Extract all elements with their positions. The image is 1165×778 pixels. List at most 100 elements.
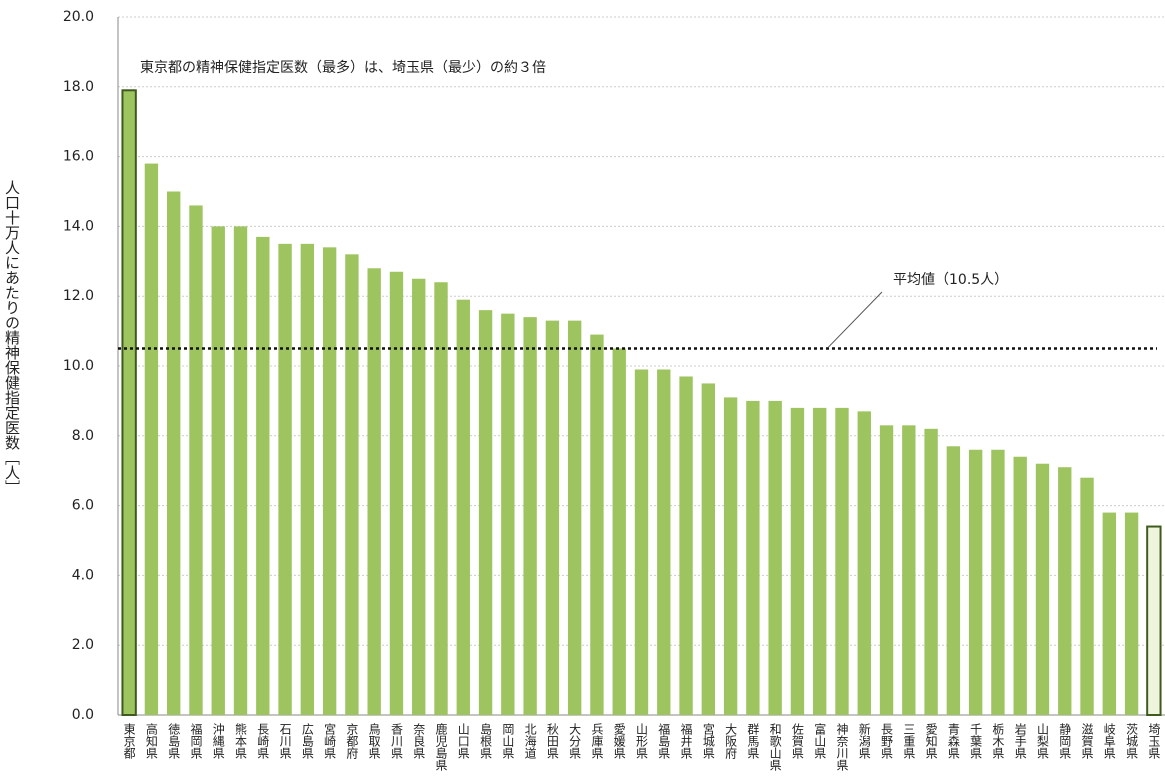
x-tick-label: 徳島県 bbox=[167, 722, 181, 759]
bar bbox=[1035, 463, 1050, 715]
bar bbox=[501, 313, 515, 715]
bar bbox=[768, 400, 782, 715]
bar bbox=[701, 383, 716, 715]
y-tick-label: 4.0 bbox=[72, 567, 94, 583]
bar bbox=[679, 376, 693, 715]
y-tick-label: 16.0 bbox=[63, 149, 94, 165]
x-tick-label: 沖縄県 bbox=[211, 723, 225, 759]
bar bbox=[968, 449, 983, 715]
x-tick-label: 京都府 bbox=[345, 723, 359, 759]
x-tick-label: 富山県 bbox=[813, 722, 827, 759]
annotation: 東京都の精神保健指定医数（最多）は、埼玉県（最少）の約３倍 bbox=[140, 59, 546, 76]
bar bbox=[879, 425, 894, 715]
x-tick-label: 新潟県 bbox=[857, 722, 871, 759]
bar bbox=[434, 282, 448, 715]
x-tick-label: 山梨県 bbox=[1035, 723, 1049, 759]
x-tick-label: 福岡県 bbox=[189, 722, 203, 759]
y-tick-label: 6.0 bbox=[72, 498, 94, 514]
bar bbox=[389, 271, 404, 715]
bar bbox=[1058, 467, 1072, 715]
y-tick-label: 14.0 bbox=[63, 218, 94, 234]
bar bbox=[723, 397, 738, 715]
bar bbox=[545, 320, 560, 715]
bar bbox=[790, 407, 805, 715]
bar bbox=[121, 89, 137, 717]
x-tick-label: 和歌山県 bbox=[768, 723, 782, 771]
x-tick-label: 宮城県 bbox=[701, 722, 715, 759]
bar bbox=[478, 310, 493, 715]
x-tick-label: 栃木県 bbox=[991, 723, 1005, 759]
bar bbox=[300, 243, 315, 715]
x-tick-label: 山形県 bbox=[635, 723, 649, 759]
x-tick-label: 茨城県 bbox=[1125, 723, 1139, 759]
bar bbox=[211, 226, 225, 715]
x-tick-label: 高知県 bbox=[144, 722, 158, 759]
x-tick-label: 長崎県 bbox=[256, 723, 270, 759]
x-tick-label: 東京都 bbox=[122, 723, 136, 759]
x-tick-label: 熊本県 bbox=[234, 722, 248, 759]
x-tick-label: 奈良県 bbox=[412, 723, 426, 759]
bar bbox=[902, 425, 916, 715]
bar bbox=[523, 317, 537, 715]
bar bbox=[345, 254, 359, 715]
bar bbox=[991, 449, 1005, 715]
y-tick-label: 18.0 bbox=[63, 79, 94, 95]
x-tick-label: 佐賀県 bbox=[790, 723, 804, 759]
x-tick-label: 岐阜県 bbox=[1102, 723, 1116, 759]
x-tick-label: 宮崎県 bbox=[323, 722, 337, 759]
bar bbox=[1080, 477, 1094, 715]
bar bbox=[1146, 525, 1162, 716]
x-tick-label: 石川県 bbox=[278, 723, 292, 759]
x-tick-label: 千葉県 bbox=[969, 723, 983, 759]
x-tick-label: 愛知県 bbox=[924, 723, 938, 759]
x-tick-label: 大阪府 bbox=[724, 723, 738, 759]
x-tick-label: 大分県 bbox=[568, 723, 582, 759]
x-tick-label: 神奈川県 bbox=[835, 723, 849, 771]
x-tick-label: 静岡県 bbox=[1058, 723, 1072, 759]
bar bbox=[189, 205, 203, 715]
x-tick-label: 香川県 bbox=[389, 723, 403, 759]
bar bbox=[412, 278, 426, 715]
x-tick-label: 岩手県 bbox=[1013, 722, 1027, 759]
y-tick-label: 20.0 bbox=[63, 9, 94, 25]
bar bbox=[634, 369, 649, 715]
x-tick-label: 鳥取県 bbox=[367, 722, 381, 759]
bar bbox=[278, 243, 292, 715]
x-tick-label: 埼玉県 bbox=[1147, 723, 1161, 759]
x-tick-label: 滋賀県 bbox=[1080, 723, 1094, 759]
x-tick-label: 北海道 bbox=[523, 723, 537, 759]
x-tick-label: 島根県 bbox=[479, 722, 493, 759]
bar bbox=[1124, 512, 1139, 715]
bar bbox=[813, 407, 827, 715]
bar bbox=[233, 226, 248, 715]
bar bbox=[1102, 512, 1116, 715]
x-tick-label: 長野県 bbox=[880, 723, 894, 759]
y-tick-label: 12.0 bbox=[63, 288, 94, 304]
x-tick-label: 兵庫県 bbox=[590, 723, 604, 759]
y-tick-label: 10.0 bbox=[63, 358, 94, 374]
x-tick-label: 岡山県 bbox=[501, 723, 515, 759]
bar bbox=[456, 299, 470, 715]
bar bbox=[1013, 456, 1027, 715]
bar bbox=[256, 236, 270, 715]
x-tick-label: 福井県 bbox=[679, 722, 693, 759]
bar bbox=[322, 247, 337, 715]
bar bbox=[144, 163, 159, 715]
bar bbox=[857, 411, 871, 715]
bar bbox=[746, 400, 760, 715]
x-tick-label: 愛媛県 bbox=[612, 723, 626, 759]
bar bbox=[835, 407, 849, 715]
bar bbox=[924, 428, 938, 715]
y-tick-label: 2.0 bbox=[72, 637, 94, 653]
average-label: 平均値（10.5人） bbox=[893, 272, 1008, 288]
y-tick-label: 0.0 bbox=[72, 707, 94, 723]
x-tick-label: 山口県 bbox=[456, 723, 470, 759]
x-tick-label: 青森県 bbox=[946, 723, 960, 759]
x-tick-label: 秋田県 bbox=[545, 723, 559, 759]
x-tick-label: 鹿児島県 bbox=[434, 722, 448, 771]
bar bbox=[946, 446, 961, 715]
bar bbox=[590, 334, 604, 715]
x-tick-label: 広島県 bbox=[300, 723, 314, 759]
bar bbox=[612, 348, 626, 715]
